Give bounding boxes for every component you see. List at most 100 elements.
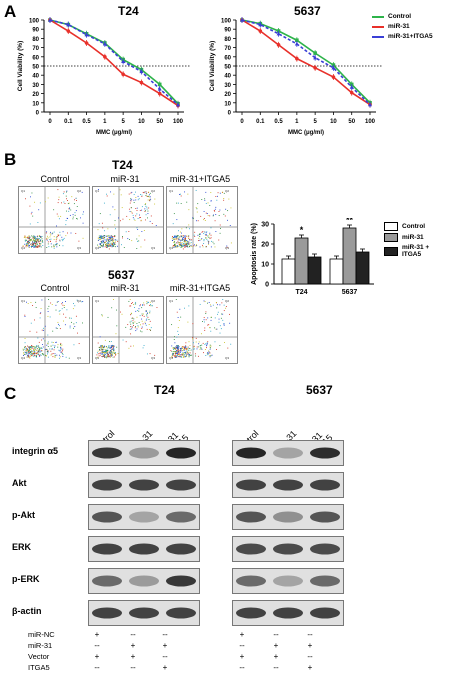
condition-symbol-vector: + [273, 652, 279, 661]
flow-event [139, 305, 141, 307]
flow-event [26, 349, 28, 351]
flow-event [32, 215, 34, 217]
flow-event [29, 347, 31, 349]
flow-event [215, 196, 217, 198]
data-point [313, 55, 318, 60]
flow-event [134, 327, 136, 329]
flow-event [43, 354, 45, 356]
flow-event [41, 299, 43, 301]
flow-event [28, 246, 30, 248]
flow-event [230, 343, 232, 345]
flow-event [46, 349, 48, 351]
flow-event [102, 349, 103, 350]
flow-event [107, 242, 108, 244]
flow-event [180, 195, 182, 197]
flow-event [29, 352, 31, 353]
flow-event [106, 235, 108, 237]
flow-event [180, 354, 182, 355]
flow-event [39, 317, 41, 319]
flow-event [67, 232, 68, 234]
flow-event [107, 239, 109, 240]
flow-event [188, 352, 190, 354]
flow-event [185, 346, 186, 348]
blot-band [236, 447, 266, 459]
flow-event [69, 327, 71, 329]
flow-event [130, 211, 132, 213]
quadrant-label: Q4 [21, 246, 25, 250]
flow-event [195, 189, 197, 191]
flow-event [178, 244, 180, 246]
flow-event [109, 347, 111, 349]
flow-event [122, 339, 124, 341]
flow-event [22, 245, 24, 247]
flow-event [131, 326, 133, 328]
flow-event [39, 243, 41, 245]
flow-event [206, 213, 208, 215]
condition-symbol-itga5: -- [130, 663, 136, 672]
flow-event [178, 230, 179, 232]
flow-event [136, 248, 138, 250]
flow-event [117, 240, 119, 242]
flow-event [145, 324, 147, 326]
flow-event [214, 341, 216, 343]
flow-event [49, 348, 51, 350]
flow-event [183, 241, 185, 243]
flow-event [146, 193, 147, 195]
apoptosis-bar [307, 256, 322, 285]
flow-event [108, 351, 110, 353]
flow-event [204, 329, 206, 331]
flow-event [184, 241, 186, 243]
flow-event [214, 208, 216, 210]
flow-event [129, 202, 131, 204]
flow-event [184, 356, 186, 357]
flow-event [23, 353, 25, 355]
flow-event [207, 302, 208, 304]
flow-event [132, 214, 134, 216]
flow-event [102, 242, 103, 244]
flow-event [136, 227, 138, 229]
flow-event [26, 356, 28, 358]
flow-event [128, 230, 130, 232]
flow-event [28, 355, 30, 357]
data-point [103, 55, 107, 59]
flow-event [114, 242, 116, 244]
flow-event [178, 349, 179, 351]
flow-event [108, 346, 110, 348]
flow-event [185, 246, 187, 248]
flow-event [209, 356, 211, 358]
flow-event [23, 352, 25, 354]
flow-event [180, 245, 182, 246]
flow-event [105, 235, 107, 237]
flow-event [110, 345, 112, 347]
flow-event [149, 353, 151, 355]
flow-event [42, 353, 44, 355]
flow-event [177, 353, 178, 354]
flow-event [208, 242, 210, 244]
flow-event [216, 328, 218, 330]
panel-a-label: A [4, 2, 17, 21]
flow-event [55, 239, 57, 241]
flow-event [176, 235, 178, 237]
flow-event [174, 356, 176, 358]
flow-event [147, 217, 148, 219]
flow-event [181, 346, 183, 348]
flow-event [223, 192, 225, 194]
y-tick-label: 40 [224, 74, 231, 80]
flow-event [112, 238, 114, 240]
flow-event [129, 328, 131, 330]
flow-event [31, 244, 33, 246]
condition-symbol-itga5: + [162, 663, 168, 672]
flow-event [173, 353, 175, 355]
y-axis-label: Cell Viability (%) [209, 41, 216, 91]
flow-event [46, 351, 48, 353]
flow-event [145, 195, 147, 197]
flow-event [105, 350, 107, 352]
flow-event [24, 338, 26, 339]
flow-event [217, 313, 219, 315]
flow-event [183, 236, 185, 238]
flow-event [176, 245, 178, 246]
flow-event [198, 346, 200, 348]
flow-event [128, 300, 130, 302]
blot-band [236, 543, 266, 555]
condition-symbol-mir-31: + [307, 641, 313, 650]
